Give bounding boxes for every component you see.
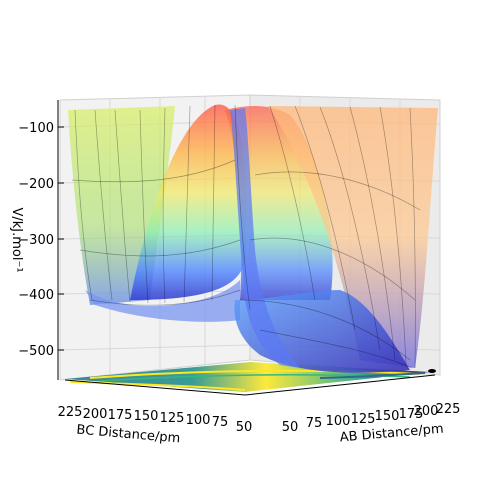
y-tick-label: 150 <box>134 409 159 424</box>
surface-channel <box>230 108 300 368</box>
z-tick-marks <box>58 126 64 351</box>
x-tick-label: 75 <box>306 416 323 431</box>
y-tick-label: 225 <box>58 405 83 420</box>
z-tick-label: −300 <box>18 233 54 248</box>
z-tick-label: −100 <box>18 121 54 136</box>
y-tick-label: 75 <box>212 415 229 430</box>
y-tick-label: 175 <box>108 408 133 423</box>
z-axis-label: V/kJ.mol⁻¹ <box>9 207 24 272</box>
z-tick-label: −200 <box>18 177 54 192</box>
y-axis-label: BC Distance/pm <box>76 423 181 447</box>
x-tick-label: 200 <box>414 404 439 419</box>
x-tick-label: 175 <box>399 407 424 422</box>
energy-surface <box>68 104 438 373</box>
surface-wireframe <box>71 104 421 369</box>
axis-edges <box>57 100 436 396</box>
surface-ridge-left <box>130 104 246 300</box>
x-axis: 50 75 100 125 150 175 200 225 AB Distanc… <box>282 402 461 446</box>
x-tick-label: 100 <box>326 414 351 429</box>
y-tick-label: 125 <box>160 411 185 426</box>
y-tick-label: 50 <box>236 420 253 435</box>
y-tick-label: 200 <box>83 407 108 422</box>
y-axis: 225 200 175 150 125 100 75 50 BC Distanc… <box>58 405 253 447</box>
z-tick-label: −500 <box>18 344 54 359</box>
surface-right-wall <box>268 106 438 368</box>
x-tick-label: 225 <box>436 402 461 417</box>
surface-left-valley <box>85 280 240 322</box>
z-axis: −100 −200 −300 −400 −500 V/kJ.mol⁻¹ <box>9 121 64 359</box>
x-tick-label: 125 <box>351 412 376 427</box>
y-tick-label: 100 <box>186 413 211 428</box>
x-tick-label: 50 <box>282 420 299 435</box>
x-tick-label: 150 <box>375 409 400 424</box>
z-tick-label: −400 <box>18 288 54 303</box>
